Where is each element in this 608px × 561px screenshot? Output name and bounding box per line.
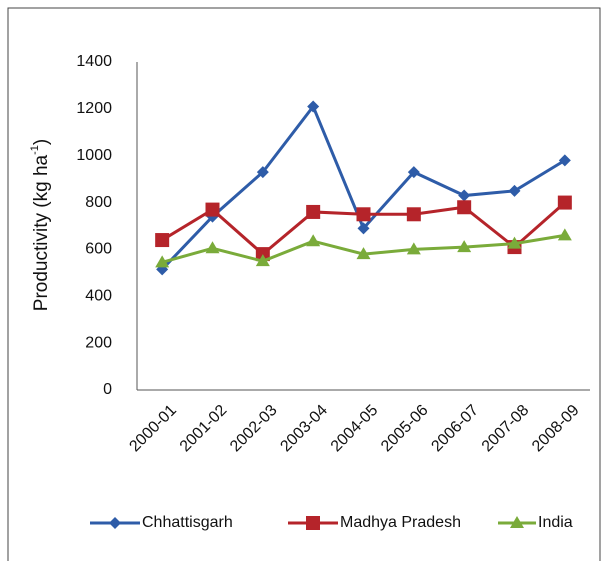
y-label-end: ) <box>31 139 52 145</box>
y-tick-label: 600 <box>85 241 112 258</box>
point <box>557 228 572 241</box>
point <box>508 184 521 197</box>
y-label-sup: -1 <box>29 145 41 155</box>
x-tick-label: 2001-02 <box>177 402 231 456</box>
legend-label: Madhya Pradesh <box>340 514 461 531</box>
point <box>406 207 421 222</box>
point <box>457 200 472 215</box>
point <box>507 236 522 249</box>
point <box>356 247 371 260</box>
legend-label: Chhattisgarh <box>142 514 233 531</box>
y-tick-label: 800 <box>85 194 112 211</box>
point <box>307 100 320 113</box>
legend-label: India <box>538 514 573 531</box>
point <box>155 255 170 268</box>
x-tick-label: 2005-06 <box>378 402 432 456</box>
point <box>406 242 421 255</box>
y-tick-label: 1000 <box>76 147 112 164</box>
y-tick-label: 1400 <box>76 53 112 70</box>
y-tick-label: 0 <box>103 381 112 398</box>
point <box>558 154 571 167</box>
point <box>458 189 471 202</box>
x-tick-label: 2002-03 <box>227 402 281 456</box>
point <box>356 207 371 222</box>
x-tick-label: 2008-09 <box>529 402 583 456</box>
point <box>256 166 269 179</box>
x-tick-label: 2006-07 <box>428 402 482 456</box>
point <box>557 195 572 210</box>
y-tick-label: 1200 <box>76 100 112 117</box>
y-label-main: Productivity (kg ha <box>31 154 52 311</box>
point <box>255 247 270 262</box>
x-tick-label: 2003-04 <box>277 402 331 456</box>
point <box>407 166 420 179</box>
x-tick-label: 2000-01 <box>126 402 180 456</box>
point <box>205 241 220 254</box>
point <box>255 254 270 267</box>
frame <box>7 7 601 561</box>
y-tick-label: 200 <box>85 334 112 351</box>
point <box>205 202 220 217</box>
point <box>357 222 370 235</box>
x-tick-label: 2007-08 <box>479 402 533 456</box>
x-tick-label: 2004-05 <box>328 402 382 456</box>
y-axis-label: Productivity (kg ha-1) <box>29 139 52 311</box>
legend-marker <box>109 517 121 529</box>
legend-marker <box>306 516 320 530</box>
point <box>306 234 321 247</box>
point <box>457 240 472 253</box>
legend-marker <box>510 516 524 528</box>
point <box>306 204 321 219</box>
y-tick-label: 400 <box>85 288 112 305</box>
point <box>155 233 170 248</box>
